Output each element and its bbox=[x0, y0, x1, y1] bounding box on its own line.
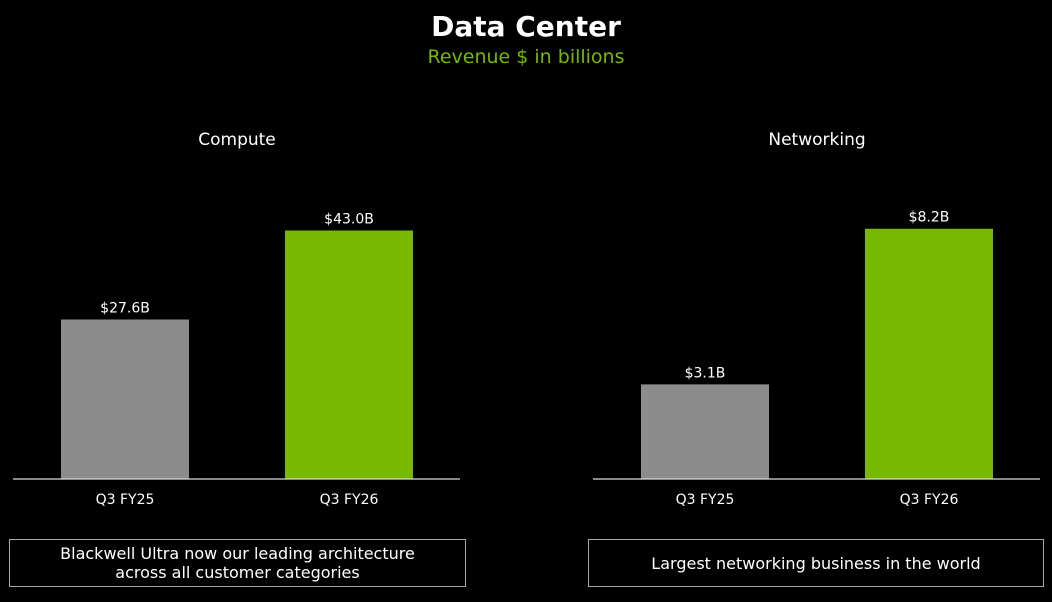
compute-chart: Compute $27.6B Q3 FY25 $43.0B Q3 FY26 bbox=[10, 120, 470, 520]
networking-data-label-q3-fy26: $8.2B bbox=[909, 210, 950, 226]
compute-callout-text: Blackwell Ultra now our leading architec… bbox=[60, 544, 415, 582]
networking-tick-label-q3-fy25: Q3 FY25 bbox=[676, 492, 735, 508]
compute-data-label-q3-fy25: $27.6B bbox=[100, 300, 150, 316]
compute-chart-title: Compute bbox=[198, 130, 276, 150]
networking-bar-q3-fy26 bbox=[865, 228, 993, 479]
compute-bar-q3-fy26 bbox=[285, 230, 413, 479]
compute-callout-box: Blackwell Ultra now our leading architec… bbox=[9, 539, 466, 587]
networking-chart-title: Networking bbox=[768, 130, 865, 150]
networking-tick-label-q3-fy26: Q3 FY26 bbox=[900, 492, 959, 508]
page-title: Data Center bbox=[431, 10, 621, 43]
compute-bar-q3-fy25 bbox=[61, 319, 189, 479]
networking-chart-svg: Networking $3.1B Q3 FY25 $8.2B Q3 FY26 bbox=[593, 130, 1040, 508]
networking-bar-q3-fy25 bbox=[641, 384, 769, 479]
networking-data-label-q3-fy25: $3.1B bbox=[685, 365, 726, 381]
networking-callout-text: Largest networking business in the world bbox=[651, 553, 981, 573]
networking-callout-box: Largest networking business in the world bbox=[588, 539, 1044, 587]
compute-chart-svg: Compute $27.6B Q3 FY25 $43.0B Q3 FY26 bbox=[13, 130, 460, 508]
compute-data-label-q3-fy26: $43.0B bbox=[324, 211, 374, 227]
networking-chart: Networking $3.1B Q3 FY25 $8.2B Q3 FY26 bbox=[590, 120, 1050, 520]
compute-tick-label-q3-fy26: Q3 FY26 bbox=[320, 492, 379, 508]
compute-tick-label-q3-fy25: Q3 FY25 bbox=[96, 492, 155, 508]
page-subtitle: Revenue $ in billions bbox=[427, 46, 625, 68]
